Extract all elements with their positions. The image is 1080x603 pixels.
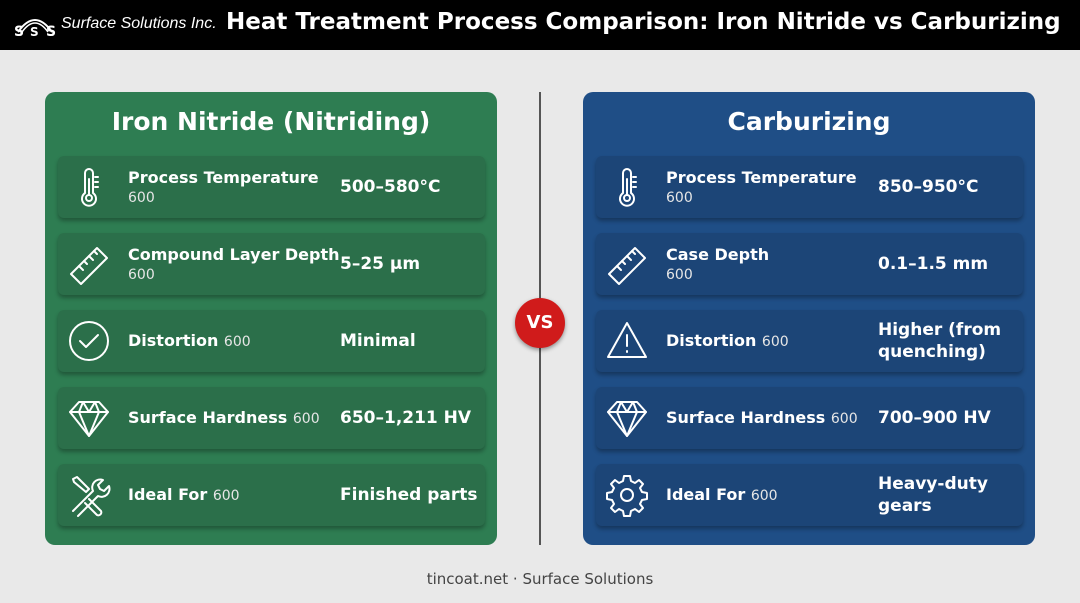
label-text: Ideal For [666, 485, 746, 504]
row-label: Ideal For 600 [666, 485, 778, 504]
label-text: Surface Hardness [666, 408, 826, 427]
label-note: 600 [223, 334, 251, 350]
label-text: Process Temperature [666, 168, 857, 187]
title: Heat Treatment Process Comparison: Iron … [226, 9, 1061, 35]
row: Case Depth 600 0.1–1.5 mm [596, 233, 1023, 295]
icon [605, 165, 649, 209]
icon [67, 242, 111, 286]
row-value: Higher (from quenching) [878, 320, 1002, 362]
row: Distortion 600 Higher (from quenching) [596, 310, 1023, 372]
row: Compound Layer Depth 600 5–25 µm [58, 233, 485, 295]
icon [67, 165, 111, 209]
row: Ideal For 600 Heavy-duty gears [596, 464, 1023, 526]
panel: Iron Nitride (Nitriding) Process Temperat… [45, 92, 497, 545]
label-note: 600 [750, 488, 778, 504]
label-note: 600 [666, 267, 693, 283]
logo-text: Surface Solutions Inc. [61, 15, 217, 32]
label-note: 600 [292, 411, 320, 427]
label-note: 600 [212, 488, 240, 504]
icon [605, 242, 649, 286]
icon [67, 396, 111, 440]
row-value: 0.1–1.5 mm [878, 254, 989, 274]
row: Distortion 600 Minimal [58, 310, 485, 372]
row: Process Temperature 600 850–950°C [596, 156, 1023, 218]
row-value: 700–900 HV [878, 408, 991, 428]
panel-title: Carburizing [727, 107, 891, 136]
icon [605, 473, 649, 517]
label-text: Process Temperature [128, 168, 319, 187]
label-text: Distortion [666, 331, 757, 350]
svg-text:S: S [46, 24, 56, 40]
row-value: 500–580°C [340, 177, 441, 197]
panel-title: Iron Nitride (Nitriding) [111, 107, 431, 136]
row-label: Process Temperature 600 [666, 168, 857, 206]
row-value: 5–25 µm [340, 254, 421, 274]
label-text: Compound Layer Depth [128, 245, 340, 264]
label-text: Distortion [128, 331, 219, 350]
row-label: Process Temperature 600 [128, 168, 319, 206]
icon [605, 319, 649, 363]
row-value: 850–950°C [878, 177, 979, 197]
row-value: Minimal [340, 331, 416, 351]
icon [67, 319, 111, 363]
footer: tincoat.net · Surface Solutions [426, 570, 654, 588]
label-note: 600 [830, 411, 858, 427]
row-label: Distortion 600 [666, 331, 789, 350]
svg-text:S: S [30, 25, 39, 39]
row-value: Heavy-duty gears [878, 474, 988, 516]
row-label: Compound Layer Depth 600 [128, 245, 340, 283]
label-note: 600 [666, 190, 693, 206]
icon [605, 396, 649, 440]
label-note: 600 [128, 190, 155, 206]
logo-mark: S S S [14, 19, 56, 40]
row-value: Finished parts [340, 485, 478, 505]
panel: Carburizing Process Temperature 600 850–950… [583, 92, 1035, 545]
row-label: Ideal For 600 [128, 485, 240, 504]
row: Surface Hardness 600 650–1,211 HV [58, 387, 485, 449]
label-note: 600 [128, 267, 155, 283]
row-label: Surface Hardness 600 [666, 408, 858, 427]
row: Ideal For 600 Finished parts [58, 464, 485, 526]
row-label: Case Depth 600 [666, 245, 769, 283]
row-label: Surface Hardness 600 [128, 408, 320, 427]
vs-badge: VS [515, 298, 565, 348]
row-value: 650–1,211 HV [340, 408, 472, 428]
svg-text:S: S [14, 24, 24, 40]
row-label: Distortion 600 [128, 331, 251, 350]
label-note: 600 [761, 334, 789, 350]
label-text: Surface Hardness [128, 408, 288, 427]
row: Process Temperature 600 500–580°C [58, 156, 485, 218]
header: S S S Surface Solutions Inc. Heat Treatm… [0, 0, 1080, 50]
label-text: Ideal For [128, 485, 208, 504]
icon [67, 473, 111, 517]
label-text: Case Depth [666, 245, 770, 264]
row: Surface Hardness 600 700–900 HV [596, 387, 1023, 449]
